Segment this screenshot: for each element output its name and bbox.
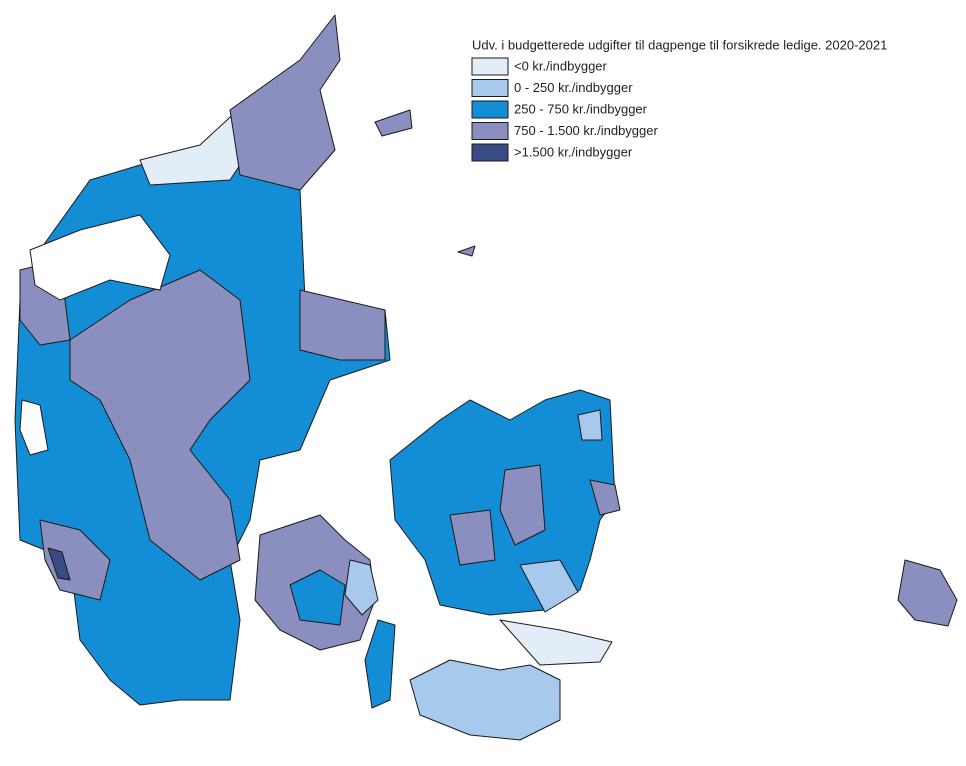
region bbox=[299, 289, 386, 361]
region bbox=[589, 479, 621, 516]
legend-swatch bbox=[471, 100, 509, 119]
region bbox=[69, 269, 251, 581]
region bbox=[457, 245, 476, 257]
legend-label: <0 kr./indbygger bbox=[514, 58, 608, 73]
region bbox=[47, 547, 71, 581]
regions bbox=[14, 14, 958, 741]
legend-swatch bbox=[471, 122, 509, 140]
legend-label: 250 - 750 kr./indbygger bbox=[514, 101, 648, 116]
region bbox=[897, 559, 958, 627]
legend-swatch bbox=[471, 143, 509, 162]
region bbox=[499, 619, 613, 666]
region bbox=[577, 409, 603, 441]
legend: Udv. i budgetterede udgifter til dagpeng… bbox=[471, 37, 887, 162]
water bbox=[29, 214, 171, 301]
legend-label: >1.500 kr./indbygger bbox=[514, 144, 633, 159]
region bbox=[449, 509, 496, 566]
region bbox=[499, 464, 546, 546]
region bbox=[229, 14, 341, 191]
region bbox=[289, 569, 346, 626]
legend-swatch bbox=[471, 79, 509, 97]
region bbox=[39, 519, 111, 601]
legend-label: 0 - 250 kr./indbygger bbox=[514, 80, 633, 95]
legend-label: 750 - 1.500 kr./indbygger bbox=[514, 123, 658, 138]
water bbox=[19, 399, 49, 456]
region bbox=[344, 559, 379, 616]
legend-title: Udv. i budgetterede udgifter til dagpeng… bbox=[472, 37, 887, 52]
region bbox=[374, 109, 413, 137]
legend-swatch bbox=[471, 57, 509, 76]
region bbox=[364, 619, 396, 709]
region bbox=[409, 659, 561, 741]
region bbox=[519, 559, 579, 613]
